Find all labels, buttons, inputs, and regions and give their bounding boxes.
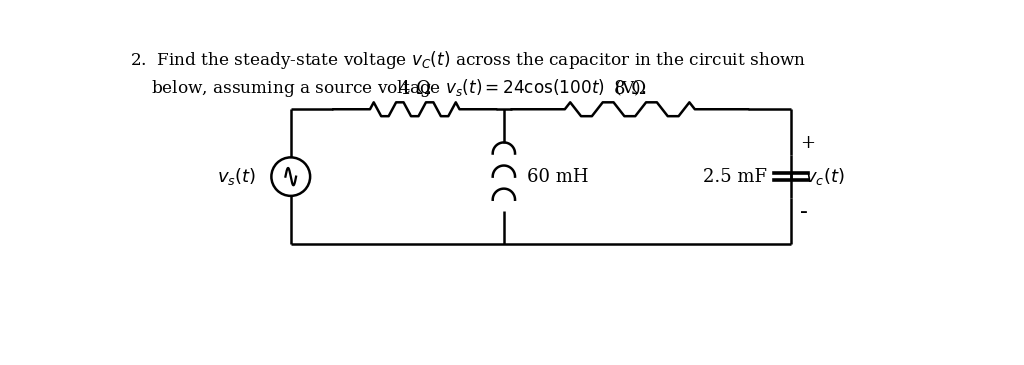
Text: 60 mH: 60 mH [527,168,589,186]
Text: 2.5 mF: 2.5 mF [703,168,767,186]
Text: $v_c(t)$: $v_c(t)$ [805,166,844,187]
Text: 8 Ω: 8 Ω [613,80,646,99]
Text: $v_s(t)$: $v_s(t)$ [217,166,256,187]
Text: 4 Ω: 4 Ω [398,80,431,99]
Text: -: - [800,201,808,224]
Text: 2.  Find the steady-state voltage $v_C(t)$ across the capacitor in the circuit s: 2. Find the steady-state voltage $v_C(t)… [130,49,806,71]
Text: below, assuming a source voltage $v_s(t) = 24\cos(100t)$  (V).: below, assuming a source voltage $v_s(t)… [152,77,646,99]
Text: +: + [800,134,815,152]
